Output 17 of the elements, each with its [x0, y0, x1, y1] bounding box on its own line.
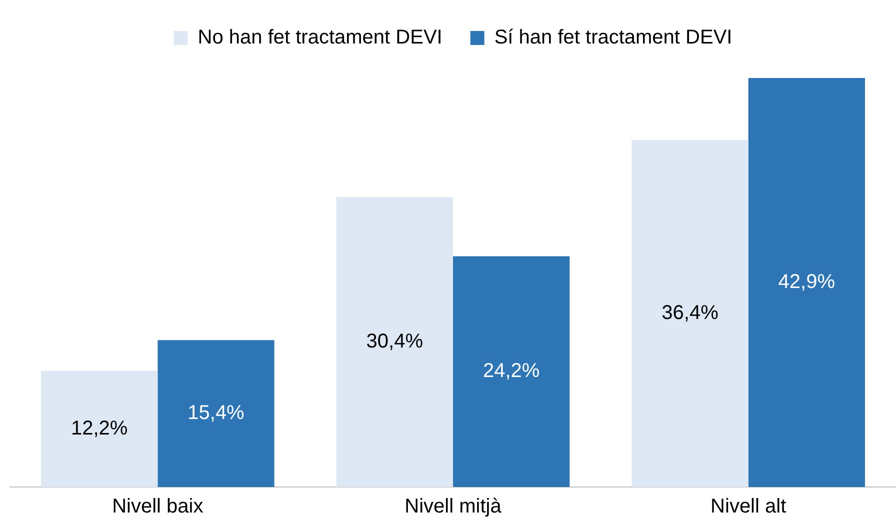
legend-label: No han fet tractament DEVI — [198, 26, 442, 49]
bar — [336, 197, 453, 487]
x-tick-label: Nivell baix — [112, 496, 204, 518]
bar — [158, 340, 274, 487]
data-label: 15,4% — [188, 402, 245, 424]
bar — [41, 370, 158, 487]
data-label: 12,2% — [70, 417, 128, 440]
x-tick-label: Nivell mitjà — [404, 496, 502, 518]
legend-label: Sí han fet tractament DEVI — [494, 26, 732, 49]
data-label: 36,4% — [662, 302, 719, 324]
data-label: 30,4% — [366, 330, 424, 353]
bar — [453, 256, 570, 487]
data-label: 24,2% — [482, 360, 540, 382]
data-label: 42,9% — [778, 271, 836, 294]
bar — [632, 140, 748, 487]
bar — [748, 78, 865, 487]
x-tick-label: Nivell alt — [710, 496, 787, 518]
